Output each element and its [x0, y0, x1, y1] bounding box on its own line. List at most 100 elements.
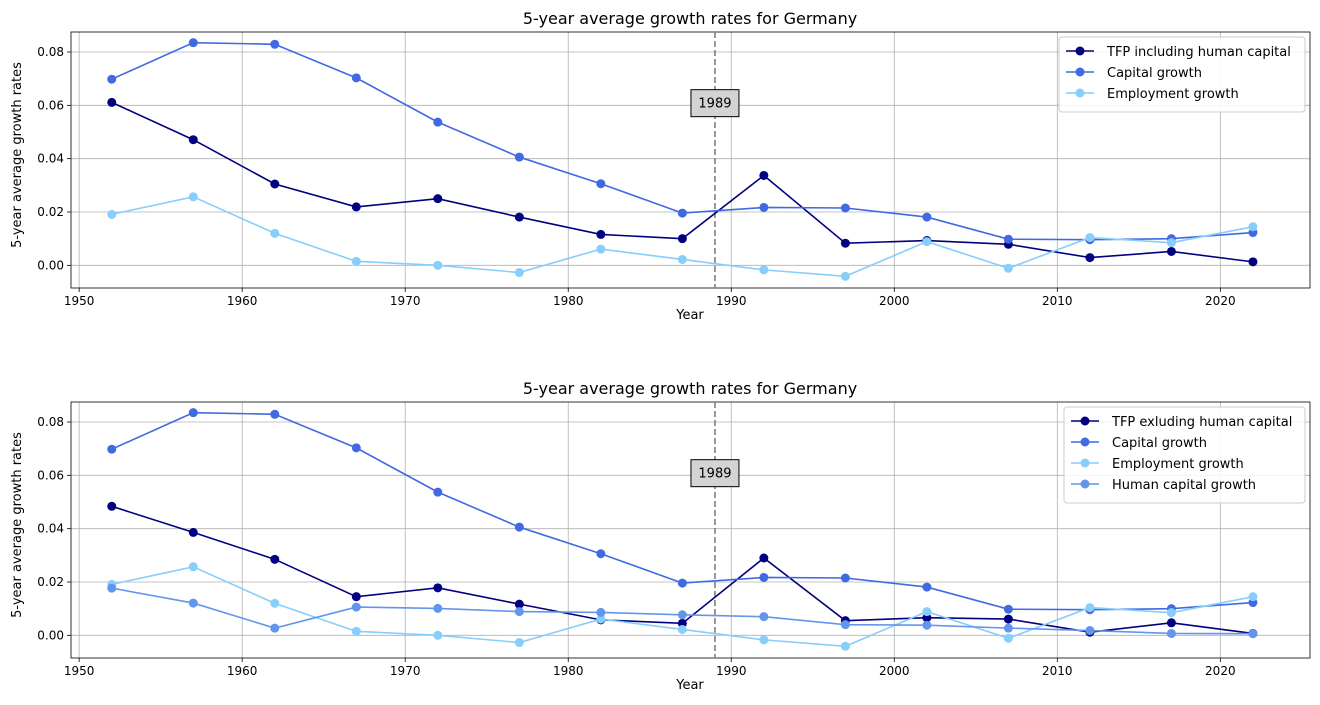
y-axis-label: 5-year average growth rates — [10, 62, 25, 248]
data-point — [1248, 629, 1258, 639]
data-point — [1166, 618, 1176, 628]
data-point — [107, 97, 117, 107]
data-point — [433, 583, 443, 593]
y-tick-label: 0.08 — [37, 45, 64, 59]
data-point — [188, 38, 198, 48]
data-point — [351, 443, 361, 453]
data-point — [433, 194, 443, 204]
data-point — [840, 271, 850, 281]
data-point — [351, 626, 361, 636]
plot-frame — [70, 401, 1311, 659]
data-point — [351, 202, 361, 212]
data-point — [188, 408, 198, 418]
legend-label: TFP including human capital — [1106, 45, 1291, 60]
x-tick-label: 1950 — [64, 664, 95, 678]
x-tick-label: 2000 — [879, 294, 910, 308]
data-point — [514, 638, 524, 648]
y-tick-label: 0.02 — [37, 205, 64, 219]
x-tick-label: 1970 — [390, 664, 421, 678]
series-group — [107, 408, 1258, 651]
bottom-chart-panel: 5-year average growth rates for Germany … — [10, 379, 1311, 693]
x-tick-label: 1970 — [390, 294, 421, 308]
data-point — [270, 39, 280, 49]
y-tick-label: 0.06 — [37, 98, 64, 112]
data-point — [596, 179, 606, 189]
data-point — [188, 527, 198, 537]
data-point — [514, 212, 524, 222]
data-point — [596, 549, 606, 559]
x-tick-label: 2000 — [879, 664, 910, 678]
data-point — [1085, 626, 1095, 636]
data-point — [922, 607, 932, 617]
legend-label: Capital growth — [1112, 436, 1207, 451]
legend-label: Capital growth — [1107, 66, 1202, 81]
legend: TFP exluding human capital Capital growth… — [1063, 406, 1306, 504]
data-point — [514, 152, 524, 162]
y-tick-label: 0.08 — [37, 415, 64, 429]
y-tick-label: 0.04 — [37, 152, 64, 166]
data-point — [840, 238, 850, 248]
y-tick-label: 0.04 — [37, 522, 64, 536]
data-point — [514, 522, 524, 532]
data-point — [270, 623, 280, 633]
data-point — [270, 179, 280, 189]
data-point — [677, 208, 687, 218]
legend: TFP including human capital Capital growt… — [1058, 36, 1306, 113]
data-point — [188, 192, 198, 202]
y-tick-label: 0.00 — [37, 628, 64, 642]
x-tick-label: 2010 — [1042, 294, 1073, 308]
legend-marker — [1075, 67, 1085, 77]
data-point — [1166, 246, 1176, 256]
data-point — [433, 117, 443, 127]
data-point — [677, 610, 687, 620]
data-point — [188, 562, 198, 572]
data-point — [351, 602, 361, 612]
data-point — [840, 620, 850, 630]
x-tick-label: 1990 — [716, 294, 747, 308]
legend-marker — [1080, 458, 1090, 468]
legend-marker — [1080, 479, 1090, 489]
data-point — [759, 635, 769, 645]
x-tick-label: 1990 — [716, 664, 747, 678]
legend-marker — [1075, 88, 1085, 98]
x-tick-label: 2010 — [1042, 664, 1073, 678]
legend-marker — [1080, 416, 1090, 426]
legend-label: TFP exluding human capital — [1111, 415, 1292, 430]
data-point — [514, 268, 524, 278]
legend-marker — [1080, 437, 1090, 447]
annotation-box — [690, 89, 740, 118]
legend-label: Employment growth — [1112, 457, 1244, 472]
data-point — [1166, 608, 1176, 618]
data-point — [514, 607, 524, 617]
x-tick-label: 1960 — [227, 664, 258, 678]
plot-frame — [70, 31, 1311, 289]
annotation-label: 1989 — [698, 97, 731, 112]
data-point — [677, 578, 687, 588]
data-point — [1003, 234, 1013, 244]
data-point — [677, 254, 687, 264]
data-point — [596, 614, 606, 624]
data-point — [922, 620, 932, 630]
data-point — [596, 607, 606, 617]
data-point — [433, 603, 443, 613]
y-axis-label: 5-year average growth rates — [10, 432, 25, 618]
data-point — [596, 244, 606, 254]
data-point — [759, 170, 769, 180]
legend-label: Employment growth — [1107, 87, 1239, 102]
data-point — [107, 444, 117, 454]
data-point — [107, 209, 117, 219]
x-tick-label: 1980 — [553, 294, 584, 308]
data-point — [351, 73, 361, 83]
axes: 1950 1960 1970 1980 1990 2000 2010 2020 0.00 0.02… — [37, 401, 1311, 678]
data-point — [1085, 253, 1095, 263]
data-point — [270, 598, 280, 608]
x-tick-label: 1950 — [64, 294, 95, 308]
data-point — [1085, 233, 1095, 243]
x-tick-label: 2020 — [1205, 664, 1236, 678]
data-point — [759, 265, 769, 275]
data-point — [1003, 623, 1013, 633]
data-point — [1085, 603, 1095, 613]
data-point — [270, 228, 280, 238]
